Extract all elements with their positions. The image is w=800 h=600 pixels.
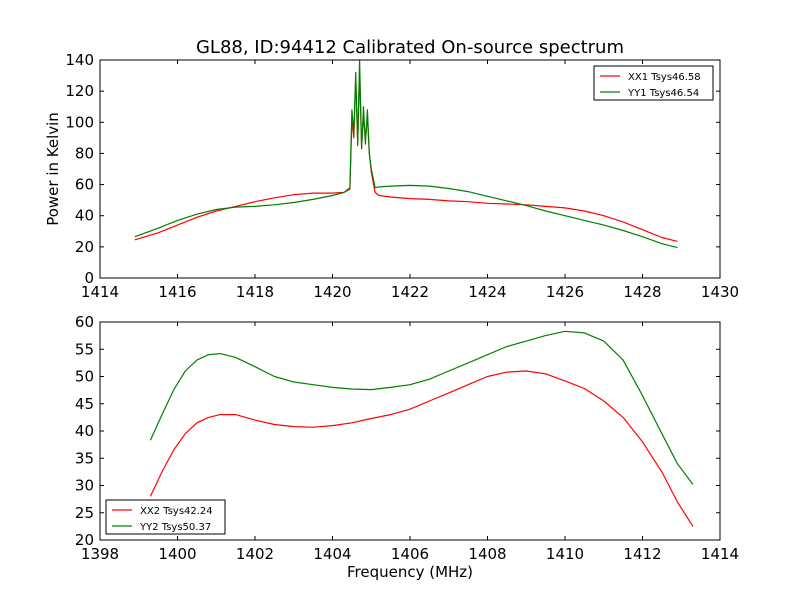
- x-tick-label: 1414: [701, 545, 739, 563]
- y-tick-label: 45: [75, 395, 94, 413]
- y-tick-label: 30: [75, 477, 94, 495]
- y-tick-label: 80: [75, 144, 94, 162]
- y-tick-label: 100: [65, 113, 94, 131]
- legend-box: [593, 65, 714, 101]
- x-tick-label: 1402: [236, 545, 274, 563]
- y-tick-label: 60: [75, 176, 94, 194]
- y-tick-label: 20: [75, 238, 94, 256]
- y-tick-label: 60: [75, 313, 94, 331]
- y-tick-label: 40: [75, 207, 94, 225]
- legend: XX2 Tsys42.24 YY2 Tsys50.37: [105, 499, 226, 535]
- y-tick-label: 0: [84, 269, 94, 287]
- legend-label: XX2 Tsys42.24: [140, 506, 213, 517]
- x-tick-label: 1398: [81, 545, 119, 563]
- x-tick-label: 1400: [158, 545, 196, 563]
- legend-label: YY2 Tsys50.37: [139, 522, 211, 533]
- x-axis-label-bottom: Frequency (MHz): [347, 563, 473, 581]
- x-tick-label: 1428: [623, 283, 661, 301]
- y-tick-label: 120: [65, 82, 94, 100]
- x-tick-label: 1424: [468, 283, 506, 301]
- y-tick-label: 40: [75, 422, 94, 440]
- x-tick-label: 1420: [313, 283, 351, 301]
- x-tick-label: 1422: [391, 283, 429, 301]
- series-line-2: [134, 59, 678, 249]
- x-tick-label: 1406: [391, 545, 429, 563]
- y-tick-label: 50: [75, 368, 94, 386]
- legend-label: YY1 Tsys46.54: [627, 88, 699, 99]
- x-tick-label: 1430: [701, 283, 739, 301]
- chart-title: GL88, ID:94412 Calibrated On-source spec…: [196, 37, 624, 58]
- x-tick-label: 1412: [623, 545, 661, 563]
- y-tick-label: 55: [75, 340, 94, 358]
- series-line-2: [149, 330, 694, 485]
- x-tick-label: 1418: [236, 283, 274, 301]
- y-tick-label: 35: [75, 449, 94, 467]
- legend-label: XX1 Tsys46.58: [628, 72, 701, 83]
- legend-box: [105, 499, 226, 535]
- x-tick-label: 1408: [468, 545, 506, 563]
- x-tick-label: 1410: [546, 545, 584, 563]
- x-tick-label: 1414: [81, 283, 119, 301]
- x-tick-label: 1416: [158, 283, 196, 301]
- y-axis-label-top: Power in Kelvin: [44, 112, 62, 226]
- y-tick-label: 140: [65, 51, 94, 69]
- bottom-plot: 1398 1400 1402 1404 1406 1408 1410 1412 1414 20 25…: [75, 313, 739, 563]
- top-plot: 1414 1416 1418 1420 1422 1424 1426 1428 1430 0 20 4…: [65, 51, 739, 301]
- series-line-1: [149, 370, 694, 527]
- x-tick-label: 1404: [313, 545, 351, 563]
- y-tick-label: 20: [75, 531, 94, 549]
- legend: XX1 Tsys46.58 YY1 Tsys46.54: [593, 65, 714, 101]
- x-tick-label: 1426: [546, 283, 584, 301]
- y-tick-label: 25: [75, 504, 94, 522]
